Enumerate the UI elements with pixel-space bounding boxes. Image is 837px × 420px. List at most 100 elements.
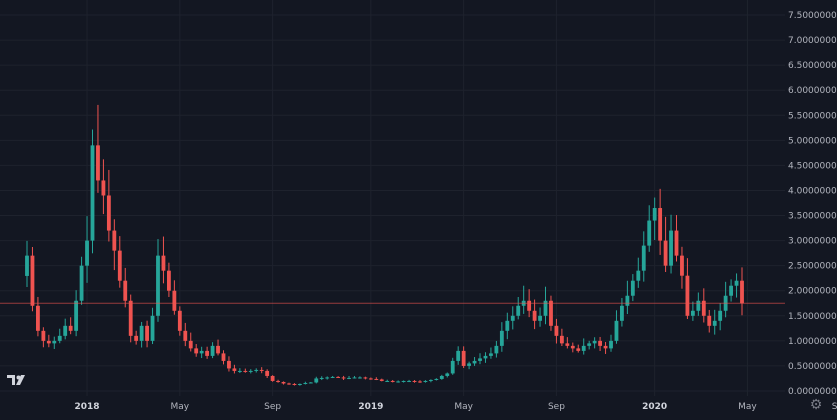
candle[interactable] <box>456 346 461 365</box>
candle[interactable] <box>712 309 717 335</box>
candle[interactable] <box>625 280 630 315</box>
candle[interactable] <box>450 357 455 375</box>
candle[interactable] <box>101 159 106 215</box>
candle[interactable] <box>565 337 570 349</box>
candle[interactable] <box>52 336 57 349</box>
candle[interactable] <box>614 310 619 344</box>
candle[interactable] <box>139 321 144 348</box>
candle[interactable] <box>390 379 395 383</box>
candle[interactable] <box>461 346 466 368</box>
candle[interactable] <box>237 368 242 374</box>
candle[interactable] <box>620 297 624 327</box>
candle[interactable] <box>559 328 564 347</box>
candle[interactable] <box>347 375 351 380</box>
candle[interactable] <box>658 188 663 255</box>
candle[interactable] <box>489 347 493 359</box>
candle[interactable] <box>472 357 477 366</box>
candle[interactable] <box>696 292 701 316</box>
candle[interactable] <box>248 369 253 374</box>
candle[interactable] <box>467 361 472 370</box>
candle[interactable] <box>554 318 559 344</box>
candle[interactable] <box>106 169 111 242</box>
candle[interactable] <box>128 294 133 343</box>
candle[interactable] <box>254 368 259 373</box>
candle[interactable] <box>718 303 723 331</box>
candle[interactable] <box>161 236 166 284</box>
candle[interactable] <box>352 375 357 379</box>
candle[interactable] <box>199 346 204 359</box>
candle[interactable] <box>570 342 575 353</box>
candle[interactable] <box>630 274 635 302</box>
candle[interactable] <box>276 379 280 383</box>
candle[interactable] <box>499 322 504 352</box>
candle[interactable] <box>314 376 319 384</box>
candle[interactable] <box>177 306 182 336</box>
candle[interactable] <box>265 369 270 378</box>
candle[interactable] <box>680 246 684 289</box>
candle[interactable] <box>412 380 417 383</box>
candle[interactable] <box>549 295 553 331</box>
candle[interactable] <box>188 332 193 352</box>
candle[interactable] <box>112 219 117 271</box>
candle[interactable] <box>690 301 695 321</box>
candle[interactable] <box>423 380 428 383</box>
candle[interactable] <box>740 267 744 316</box>
candle[interactable] <box>303 381 308 385</box>
candle[interactable] <box>336 376 341 379</box>
candle[interactable] <box>494 340 499 358</box>
candle[interactable] <box>243 368 248 373</box>
candle[interactable] <box>57 328 62 344</box>
candle[interactable] <box>581 338 586 355</box>
candle[interactable] <box>538 307 542 327</box>
candle[interactable] <box>374 377 379 381</box>
candle[interactable] <box>90 129 95 254</box>
candle[interactable] <box>385 379 390 382</box>
candle[interactable] <box>598 336 603 352</box>
candle-series[interactable] <box>25 104 744 386</box>
candle[interactable] <box>401 380 406 383</box>
candle[interactable] <box>216 339 220 356</box>
candle[interactable] <box>85 216 89 283</box>
candle[interactable] <box>330 375 335 379</box>
candle[interactable] <box>674 215 679 262</box>
candle[interactable] <box>363 376 368 380</box>
candle[interactable] <box>292 383 297 386</box>
candle[interactable] <box>150 307 155 345</box>
candle[interactable] <box>205 346 210 359</box>
candle[interactable] <box>308 382 313 384</box>
candle[interactable] <box>543 286 548 325</box>
candle[interactable] <box>63 318 68 340</box>
gear-icon[interactable]: ⚙ <box>809 397 823 413</box>
candle[interactable] <box>505 312 510 340</box>
candle[interactable] <box>281 381 286 385</box>
candle[interactable] <box>46 334 51 348</box>
candle[interactable] <box>576 344 581 353</box>
candle[interactable] <box>510 306 515 330</box>
candle[interactable] <box>325 376 330 380</box>
candle[interactable] <box>270 375 275 382</box>
candle[interactable] <box>221 350 226 365</box>
candle[interactable] <box>652 197 657 241</box>
candle[interactable] <box>123 267 128 308</box>
candle[interactable] <box>701 288 706 323</box>
candle[interactable] <box>79 256 84 305</box>
candle[interactable] <box>172 280 177 315</box>
candle[interactable] <box>232 364 237 374</box>
candle[interactable] <box>194 344 199 357</box>
candle[interactable] <box>319 376 324 381</box>
candle[interactable] <box>532 299 537 330</box>
candle[interactable] <box>166 262 171 297</box>
candle[interactable] <box>663 216 668 272</box>
candle[interactable] <box>428 379 433 383</box>
candle[interactable] <box>734 273 739 298</box>
candle[interactable] <box>609 334 613 352</box>
candle[interactable] <box>145 320 149 348</box>
candle[interactable] <box>227 356 231 372</box>
candle[interactable] <box>439 374 444 380</box>
candle[interactable] <box>25 240 29 287</box>
candle[interactable] <box>418 380 422 383</box>
candle[interactable] <box>396 380 401 383</box>
candle[interactable] <box>647 205 652 252</box>
candle[interactable] <box>516 297 521 320</box>
